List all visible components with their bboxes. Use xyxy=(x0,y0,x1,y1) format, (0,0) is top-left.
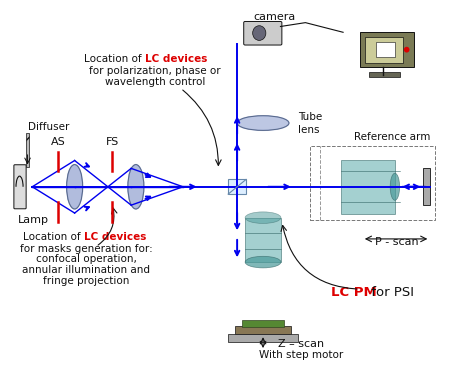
Bar xyxy=(423,168,430,205)
Bar xyxy=(376,42,395,58)
Text: confocal operation,: confocal operation, xyxy=(36,254,137,265)
Text: With step motor: With step motor xyxy=(259,350,343,360)
Ellipse shape xyxy=(404,47,410,53)
Bar xyxy=(310,146,435,220)
Text: for masks generation for:: for masks generation for: xyxy=(20,244,153,254)
Text: Lamp: Lamp xyxy=(18,215,49,224)
Bar xyxy=(228,333,298,342)
Text: FS: FS xyxy=(106,137,119,147)
Text: for PSI: for PSI xyxy=(367,286,414,300)
Text: LC devices: LC devices xyxy=(84,232,146,242)
Bar xyxy=(369,72,400,77)
Text: Z – scan: Z – scan xyxy=(278,339,324,349)
Bar xyxy=(365,37,403,63)
Ellipse shape xyxy=(390,173,400,200)
FancyBboxPatch shape xyxy=(14,165,26,209)
Text: Diffuser: Diffuser xyxy=(27,122,69,132)
Text: P - scan: P - scan xyxy=(375,237,419,247)
Ellipse shape xyxy=(128,165,144,209)
Text: LC devices: LC devices xyxy=(146,54,208,64)
FancyBboxPatch shape xyxy=(244,21,282,45)
Text: LC PM: LC PM xyxy=(331,286,377,300)
Bar xyxy=(228,179,246,194)
Bar xyxy=(341,160,395,214)
Ellipse shape xyxy=(245,256,281,268)
Text: camera: camera xyxy=(254,12,296,22)
Ellipse shape xyxy=(67,165,82,209)
Ellipse shape xyxy=(237,116,289,130)
Text: Tube: Tube xyxy=(298,112,323,122)
Bar xyxy=(242,320,284,327)
Text: annular illumination and: annular illumination and xyxy=(22,265,150,275)
Bar xyxy=(245,218,281,262)
Text: Location of: Location of xyxy=(23,232,84,242)
Ellipse shape xyxy=(245,212,281,223)
Text: lens: lens xyxy=(298,125,320,135)
Text: for polarization, phase or: for polarization, phase or xyxy=(89,66,220,76)
Text: fringe projection: fringe projection xyxy=(43,276,129,286)
Bar xyxy=(360,32,414,67)
Bar xyxy=(235,326,292,334)
Ellipse shape xyxy=(253,26,266,40)
Text: AS: AS xyxy=(51,137,65,147)
Text: Location of: Location of xyxy=(84,54,146,64)
Text: Reference arm: Reference arm xyxy=(355,132,431,142)
Text: wavelength control: wavelength control xyxy=(105,77,205,88)
Bar xyxy=(26,133,29,167)
